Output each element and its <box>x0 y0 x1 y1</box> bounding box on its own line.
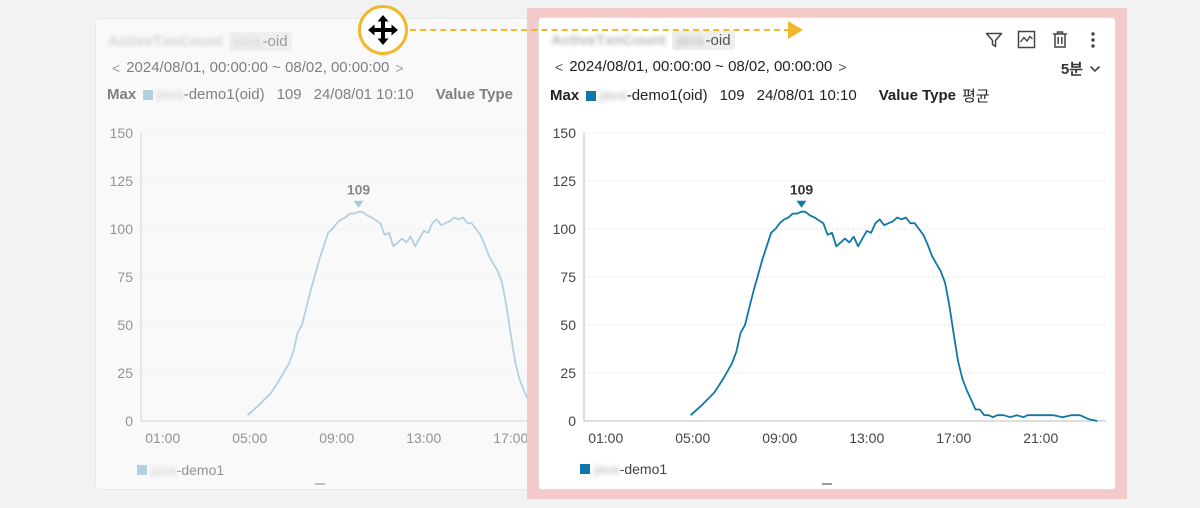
y-tick-label: 25 <box>117 365 133 381</box>
max-time: 24/08/01 10:10 <box>313 86 414 103</box>
y-tick-label: 125 <box>553 173 577 189</box>
drag-path <box>410 29 790 31</box>
series-line <box>247 210 542 416</box>
agent-chip-suffix: -oid <box>705 32 731 49</box>
max-marker <box>796 200 807 208</box>
legend-swatch <box>137 465 147 475</box>
value-type-label: Value Type <box>878 87 956 104</box>
line-chart: 0 25 50 75 100 125 150 01:00 05:00 09:00 13:00 17:0… <box>110 125 544 446</box>
value-type-value: 평균 <box>961 88 990 105</box>
time-range-text: 2024/08/01, 00:00:00 ~ 08/02, 00:00:00 <box>126 59 390 76</box>
next-range-icon[interactable]: > <box>838 58 847 75</box>
widget-toolbar <box>983 29 1103 50</box>
move-handle[interactable] <box>358 5 408 55</box>
widget-title: ActiveTxnCount java -oid <box>108 32 292 51</box>
max-time: 24/08/01 10:10 <box>756 87 857 104</box>
agent-chip: java -oid <box>229 32 292 51</box>
series-name: -demo1(oid) <box>626 87 708 104</box>
y-tick-label: 125 <box>110 173 134 189</box>
widget-title: ActiveTxnCount java -oid <box>551 31 735 50</box>
y-tick-label: 75 <box>117 269 133 285</box>
y-tick-label: 150 <box>553 125 577 141</box>
value-type-label: Value Type <box>435 86 513 103</box>
x-tick-label: 09:00 <box>762 430 797 446</box>
next-range-icon[interactable]: > <box>395 59 404 76</box>
max-value: 109 <box>276 86 302 103</box>
series-swatch <box>586 90 597 101</box>
trash-icon[interactable] <box>1049 29 1070 50</box>
time-range: < 2024/08/01, 00:00:00 ~ 08/02, 00:00:00… <box>555 58 847 75</box>
y-tick-label: 75 <box>560 269 576 285</box>
x-tick-label: 13:00 <box>406 430 441 446</box>
series-swatch <box>143 89 154 100</box>
series-prefix: java <box>599 87 627 104</box>
chart-legend: java -demo1 <box>580 461 667 477</box>
max-label: Max <box>107 86 137 103</box>
y-tick-label: 25 <box>560 365 576 381</box>
legend-label: -demo1 <box>176 462 225 478</box>
filter-icon[interactable] <box>983 29 1004 50</box>
x-tick-label: 05:00 <box>675 430 710 446</box>
x-tick-label: 09:00 <box>319 430 354 446</box>
resize-handle[interactable] <box>822 483 832 485</box>
interval-select[interactable]: 5분 <box>1061 58 1101 79</box>
max-info: Max java -demo1(oid) 109 24/08/01 10:10 … <box>550 85 990 106</box>
max-value: 109 <box>719 87 745 104</box>
x-tick-label: 17:00 <box>493 430 528 446</box>
x-tick-label: 13:00 <box>849 430 884 446</box>
prev-range-icon[interactable]: < <box>555 58 564 75</box>
y-tick-label: 0 <box>125 413 133 429</box>
y-tick-label: 150 <box>110 125 134 141</box>
widget-main[interactable]: ActiveTxnCount java -oid < 2024/08/01, 0… <box>538 17 1116 490</box>
series-name: -demo1(oid) <box>183 86 265 103</box>
line-chart: 0 25 50 75 100 125 150 01:00 05:00 09:00 13:00 17:0… <box>553 125 1106 446</box>
agent-chip: java -oid <box>672 31 735 50</box>
resize-handle[interactable] <box>315 483 325 485</box>
more-icon[interactable] <box>1082 29 1103 50</box>
widget-title-text: ActiveTxnCount <box>551 32 667 49</box>
max-label: Max <box>550 87 580 104</box>
time-range: < 2024/08/01, 00:00:00 ~ 08/02, 00:00:00… <box>112 59 404 76</box>
agent-chip-blur: java <box>676 32 704 49</box>
max-marker-label: 109 <box>347 182 371 198</box>
legend-swatch <box>580 464 590 474</box>
series-prefix: java <box>156 86 184 103</box>
y-tick-label: 0 <box>568 413 576 429</box>
y-tick-label: 50 <box>560 317 576 333</box>
agent-chip-suffix: -oid <box>262 33 288 50</box>
chart-legend: java -demo1 <box>137 462 224 478</box>
move-icon <box>368 15 398 45</box>
interval-label: 5분 <box>1060 61 1083 78</box>
max-info: Max java -demo1(oid) 109 24/08/01 10:10 … <box>107 86 513 103</box>
max-marker <box>353 200 364 208</box>
y-tick-label: 100 <box>553 221 577 237</box>
agent-chip-blur: java <box>233 33 261 50</box>
x-tick-label: 21:00 <box>1023 430 1058 446</box>
legend-prefix: java <box>151 462 177 478</box>
y-tick-label: 100 <box>110 221 134 237</box>
legend-label: -demo1 <box>619 461 668 477</box>
x-tick-label: 17:00 <box>936 430 971 446</box>
series-line <box>690 210 1098 422</box>
legend-prefix: java <box>594 461 620 477</box>
widget-ghost: ActiveTxnCount java -oid < 2024/08/01, 0… <box>95 18 545 490</box>
x-tick-label: 05:00 <box>232 430 267 446</box>
prev-range-icon[interactable]: < <box>112 59 121 76</box>
x-tick-label: 01:00 <box>588 430 623 446</box>
drag-arrowhead <box>788 21 803 39</box>
time-range-text: 2024/08/01, 00:00:00 ~ 08/02, 00:00:00 <box>569 58 833 75</box>
chevron-down-icon <box>1089 65 1101 72</box>
chart-icon[interactable] <box>1016 29 1037 50</box>
max-marker-label: 109 <box>790 182 814 198</box>
x-tick-label: 01:00 <box>145 430 180 446</box>
widget-title-text: ActiveTxnCount <box>108 33 224 50</box>
y-tick-label: 50 <box>117 317 133 333</box>
